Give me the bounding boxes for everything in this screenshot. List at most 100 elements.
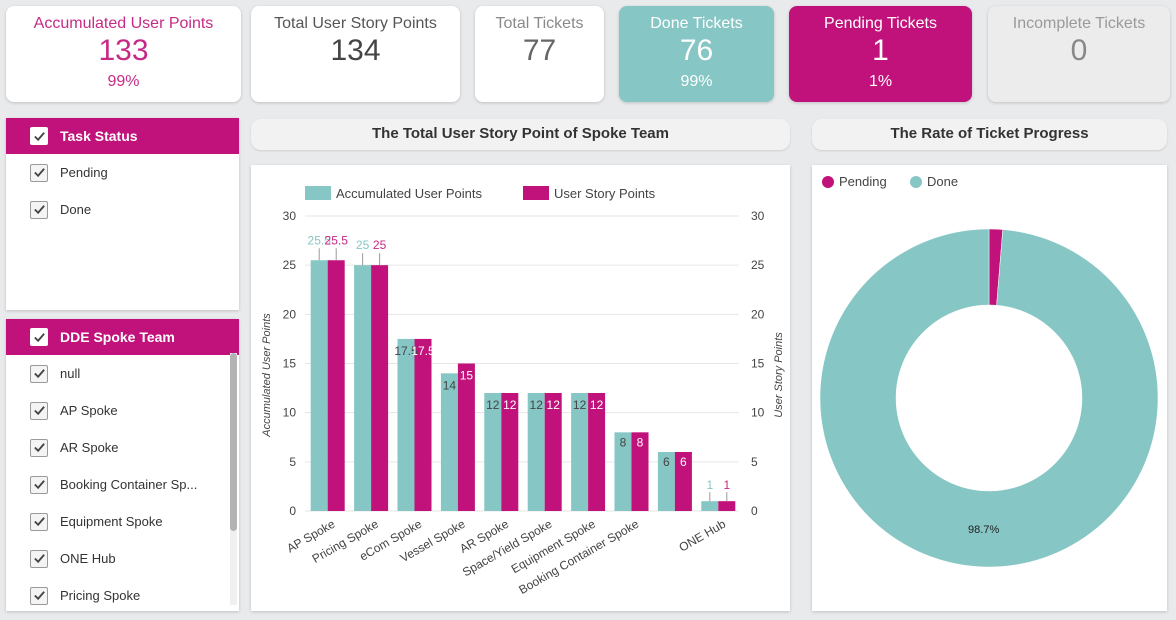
data-label-accumulated: 17.5 <box>394 344 418 358</box>
y-axis-label: Accumulated User Points <box>261 313 273 438</box>
checkbox[interactable] <box>30 200 48 219</box>
donut-chart-panel: Pending Done 98.7% <box>812 165 1167 611</box>
select-all-checkbox[interactable] <box>30 127 48 145</box>
bar-accumulated <box>614 432 632 511</box>
legend-swatch-user-story <box>523 186 549 200</box>
data-label-accumulated: 12 <box>486 398 500 412</box>
team-filter-header[interactable]: DDE Spoke Team <box>6 319 239 355</box>
checkmark-icon <box>33 131 45 141</box>
data-label-accumulated: 25 <box>356 238 370 252</box>
data-label-user-story: 25 <box>373 238 387 252</box>
checkmark-icon <box>33 517 45 527</box>
bar-accumulated <box>397 338 415 511</box>
bar-accumulated <box>657 452 675 511</box>
y2-tick-label: 10 <box>751 406 765 420</box>
checkbox[interactable] <box>30 549 48 568</box>
checkmark-icon <box>33 443 45 453</box>
data-label-user-story: 12 <box>503 398 517 412</box>
filter-item-label: Equipment Spoke <box>60 514 163 529</box>
kpi-percent: 99% <box>680 73 713 90</box>
kpi-incomplete-tickets: Incomplete Tickets 0 <box>988 6 1170 102</box>
data-label-accumulated: 8 <box>620 435 627 449</box>
kpi-value: 133 <box>98 34 149 67</box>
kpi-pending-tickets: Pending Tickets 1 1% <box>789 6 972 102</box>
donut-legend: Pending Done <box>822 174 958 189</box>
x-tick-label: ONE Hub <box>677 517 729 555</box>
bar-accumulated <box>701 501 719 511</box>
bar-user-story <box>674 452 692 511</box>
kpi-accumulated-user-points: Accumulated User Points 133 99% <box>6 6 241 102</box>
filter-item-label: Pricing Spoke <box>60 588 141 603</box>
filter-item[interactable]: Booking Container Sp... <box>6 466 239 503</box>
bar-chart-title: The Total User Story Point of Spoke Team <box>251 119 790 150</box>
data-label-accumulated: 1 <box>706 478 713 492</box>
data-label-accumulated: 12 <box>573 398 587 412</box>
checkbox[interactable] <box>30 512 48 531</box>
data-label-user-story: 1 <box>723 478 730 492</box>
legend-label-user-story: User Story Points <box>554 186 656 201</box>
legend-label-pending: Pending <box>839 174 887 189</box>
legend-swatch-accumulated <box>305 186 331 200</box>
bar-user-story <box>414 338 432 511</box>
filter-item[interactable]: Pending <box>6 154 239 191</box>
scrollbar[interactable] <box>230 353 237 605</box>
kpi-value: 0 <box>1070 34 1088 67</box>
select-all-checkbox[interactable] <box>30 328 48 346</box>
scrollbar-thumb[interactable] <box>230 353 237 531</box>
filter-item[interactable]: null <box>6 355 239 392</box>
bar-accumulated <box>440 373 458 511</box>
filter-item-label: null <box>60 366 81 381</box>
filter-item[interactable]: Pricing Spoke <box>6 577 239 611</box>
kpi-label: Done Tickets <box>650 15 743 32</box>
kpi-percent: 1% <box>868 73 893 90</box>
task-status-header[interactable]: Task Status <box>6 118 239 154</box>
checkbox[interactable] <box>30 401 48 420</box>
legend-dot-pending <box>822 176 834 188</box>
checkmark-icon <box>33 591 45 601</box>
donut-slice-done <box>819 228 1159 568</box>
legend-dot-done <box>910 176 922 188</box>
legend: Accumulated User Points User Story Point… <box>305 186 656 201</box>
team-filter: DDE Spoke Team null AP Spoke AR Spoke Bo… <box>6 319 239 611</box>
data-label-user-story: 8 <box>637 435 644 449</box>
bar-accumulated <box>571 393 589 511</box>
filter-item-label: AR Spoke <box>60 440 119 455</box>
filter-item[interactable]: AP Spoke <box>6 392 239 429</box>
bar-user-story <box>457 363 475 511</box>
y-tick-label: 5 <box>289 455 296 469</box>
filter-item-label: Done <box>60 202 92 217</box>
checkbox[interactable] <box>30 438 48 457</box>
data-label-accumulated: 25.5 <box>308 233 332 247</box>
legend-label-accumulated: Accumulated User Points <box>336 186 482 201</box>
data-label-user-story: 17.5 <box>411 344 435 358</box>
y2-tick-label: 25 <box>751 258 765 272</box>
filter-item[interactable]: Equipment Spoke <box>6 503 239 540</box>
filter-item[interactable]: AR Spoke <box>6 429 239 466</box>
task-status-filter: Task Status Pending Done <box>6 118 239 310</box>
y-tick-label: 20 <box>283 307 297 321</box>
filter-item-label: AP Spoke <box>60 403 118 418</box>
bar-chart: Accumulated User Points User Story Point… <box>261 186 785 597</box>
checkmark-icon <box>33 480 45 490</box>
checkbox[interactable] <box>30 586 48 605</box>
checkbox[interactable] <box>30 163 48 182</box>
checkbox[interactable] <box>30 475 48 494</box>
y-tick-label: 25 <box>283 258 297 272</box>
filter-item[interactable]: Done <box>6 191 239 228</box>
filter-item-label: Pending <box>60 165 108 180</box>
y2-axis-label: User Story Points <box>773 332 785 418</box>
data-label-user-story: 12 <box>547 398 561 412</box>
kpi-label: Total User Story Points <box>274 15 437 32</box>
filter-item[interactable]: ONE Hub <box>6 540 239 577</box>
kpi-total-user-story-points: Total User Story Points 134 <box>251 6 460 102</box>
checkbox[interactable] <box>30 364 48 383</box>
kpi-value: 1 <box>872 34 889 67</box>
kpi-done-tickets: Done Tickets 76 99% <box>619 6 774 102</box>
donut-chart-title: The Rate of Ticket Progress <box>812 119 1167 150</box>
y-tick-label: 10 <box>283 406 297 420</box>
data-label-user-story: 12 <box>590 398 604 412</box>
checkmark-icon <box>33 168 45 178</box>
filter-title: DDE Spoke Team <box>60 329 175 345</box>
data-label-accumulated: 14 <box>443 378 457 392</box>
bar-user-story <box>588 393 606 511</box>
